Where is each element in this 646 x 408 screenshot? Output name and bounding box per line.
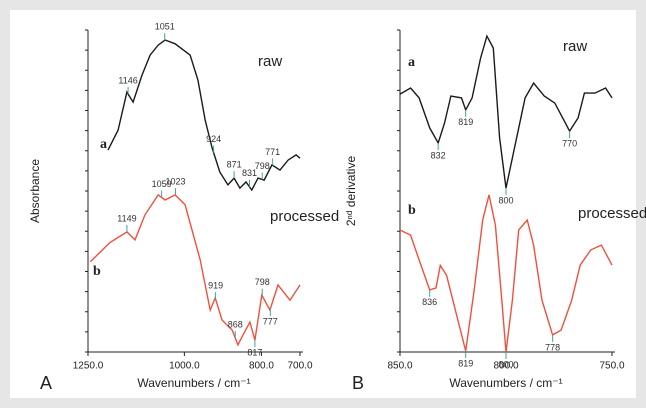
panel-letter: A [40,373,52,393]
peak-label: 800 [498,359,513,369]
x-tick-label: 1250.0 [73,361,104,372]
peak-label: 871 [227,159,242,169]
peak-label: 819 [458,358,473,368]
peak-label: 1149 [117,213,136,223]
peak-label: 1023 [165,177,185,187]
x-tick-label: 700.0 [287,361,312,372]
x-tick-label: 800.0 [249,361,274,372]
peak-label: 831 [242,168,257,178]
x-tick-label: 1000.0 [169,361,200,372]
series-name: processed [578,205,646,222]
series-name: raw [258,53,282,70]
peak-label: 836 [422,297,437,307]
peak-label: 1059 [152,179,172,189]
y-axis-label: 2ⁿᵈ derivative [344,156,358,227]
spectrum-line [399,194,613,353]
peak-label: 1051 [155,22,175,32]
peak-label: 771 [265,147,280,157]
series-label: b [93,264,101,279]
peak-label: 832 [431,150,446,160]
x-tick-label: 800.0 [493,361,518,372]
peak-label: 924 [206,134,221,144]
peak-label: 819 [458,117,473,127]
peak-label: 777 [263,316,278,326]
series-label: b [408,203,416,218]
canvas [10,10,636,398]
spectrum-line [107,39,301,192]
spectrum-line [399,34,613,189]
x-axis-label: Wavenumbers / cm⁻¹ [137,376,250,390]
series-label: a [100,137,107,152]
series-name: processed [270,208,339,225]
peak-label: 800 [498,195,513,205]
peak-label: 919 [208,281,223,291]
peak-label: 770 [562,138,577,148]
series-label: a [408,55,415,70]
panel-letter: B [352,373,364,393]
peak-label: 1146 [118,75,137,85]
peak-label: 817 [247,347,262,357]
y-axis-label: Absorbance [28,159,42,223]
peak-label: 778 [545,342,560,352]
peak-label: 798 [255,277,270,287]
peak-label: 868 [228,319,243,329]
x-tick-label: 850.0 [387,361,412,372]
x-tick-label: 750.0 [599,361,624,372]
peak-label: 798 [255,161,270,171]
x-axis-label: Wavenumbers / cm⁻¹ [449,376,562,390]
series-name: raw [563,38,587,55]
